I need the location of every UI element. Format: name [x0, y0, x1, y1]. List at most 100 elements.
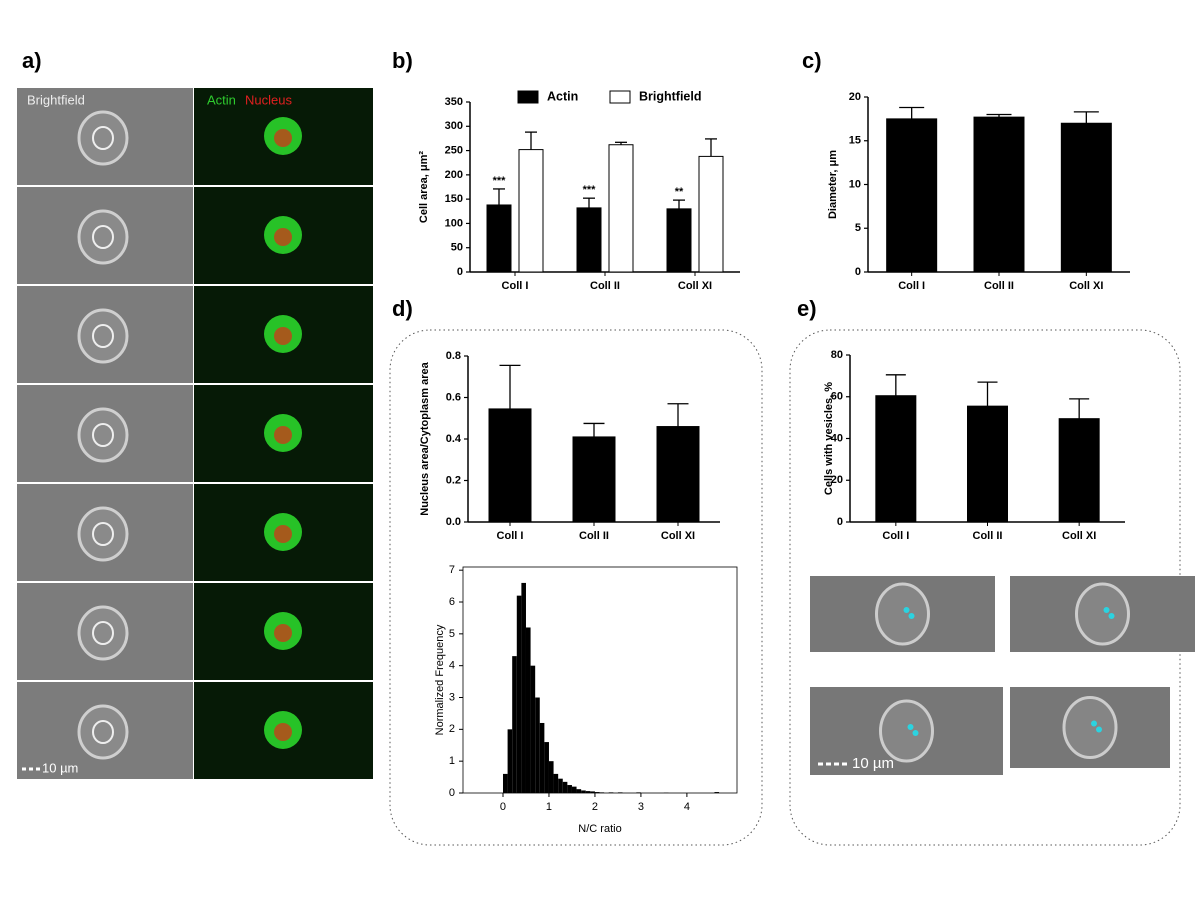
- y-tick-label: 0: [449, 787, 455, 799]
- scale-label: 10 µm: [42, 760, 78, 775]
- y-tick-label: 20: [831, 474, 843, 486]
- histogram-bar: [548, 761, 554, 793]
- cell: [875, 582, 930, 646]
- significance: ***: [493, 175, 507, 187]
- y-tick-label: 0.8: [446, 350, 461, 362]
- x-tick-label: Coll I: [497, 530, 524, 542]
- x-tick-label: Coll I: [898, 280, 925, 292]
- y-tick-label: 200: [445, 169, 463, 181]
- y-axis-label: Normalized Frequency: [434, 624, 446, 735]
- vesicle: [1103, 607, 1110, 613]
- y-tick-label: 40: [831, 432, 843, 444]
- cell-core: [92, 126, 114, 150]
- channel-label: Nucleus: [245, 92, 292, 107]
- legend-swatch: [609, 90, 631, 104]
- histogram-bar: [617, 792, 623, 793]
- nucleus: [274, 228, 292, 246]
- bar: [488, 408, 532, 523]
- cell: [77, 407, 129, 463]
- nucleus: [274, 525, 292, 543]
- legend-label: Brightfield: [639, 89, 702, 103]
- y-tick-label: 3: [449, 691, 455, 703]
- bar: [608, 144, 634, 273]
- y-tick-label: 15: [849, 135, 861, 147]
- y-tick-label: 0: [855, 266, 861, 278]
- x-tick-label: Coll XI: [678, 280, 712, 292]
- cell: [1075, 582, 1130, 646]
- x-tick-label: 2: [592, 801, 598, 813]
- y-tick-label: 5: [449, 628, 455, 640]
- x-tick-label: 0: [500, 801, 506, 813]
- cell: [1062, 696, 1118, 759]
- y-axis-label: Cells with vesicles, %: [823, 382, 835, 495]
- panel-label: d): [392, 296, 413, 321]
- x-tick-label: Coll XI: [1062, 530, 1096, 542]
- histogram-bar: [535, 697, 540, 793]
- histogram-bar: [581, 790, 586, 793]
- y-tick-label: 20: [849, 91, 861, 103]
- legend-swatch: [517, 90, 539, 104]
- histogram-bar: [608, 792, 614, 793]
- cell: [77, 704, 129, 760]
- cell: [77, 605, 129, 661]
- panel-label: a): [22, 48, 42, 73]
- histogram-bar: [585, 791, 591, 793]
- significance: ***: [583, 184, 597, 196]
- y-tick-label: 80: [831, 349, 843, 361]
- cell-core: [92, 522, 114, 546]
- cell-core: [92, 324, 114, 348]
- y-tick-label: 350: [445, 96, 463, 108]
- nucleus: [274, 129, 292, 147]
- y-tick-label: 300: [445, 120, 463, 132]
- y-tick-label: 250: [445, 144, 463, 156]
- y-tick-label: 0.4: [446, 433, 462, 445]
- y-tick-label: 0.2: [446, 474, 461, 486]
- y-tick-label: 100: [445, 217, 463, 229]
- nucleus: [274, 723, 292, 741]
- y-tick-label: 6: [449, 596, 455, 608]
- cell: [77, 506, 129, 562]
- bar: [1058, 418, 1100, 523]
- vesicle: [1108, 613, 1115, 619]
- bar: [518, 149, 544, 273]
- bar: [886, 118, 938, 273]
- y-tick-label: 7: [449, 564, 455, 576]
- y-tick-label: 150: [445, 193, 463, 205]
- histogram-bar: [571, 786, 577, 793]
- y-tick-label: 1: [449, 755, 455, 767]
- vesicle: [1091, 720, 1097, 727]
- y-tick-label: 50: [451, 242, 463, 254]
- histogram-bar: [530, 665, 536, 793]
- histogram-bar: [544, 742, 549, 793]
- bar: [875, 395, 917, 523]
- histogram-bar: [553, 773, 559, 793]
- x-tick-label: Coll II: [579, 530, 609, 542]
- histogram-bar: [636, 792, 641, 793]
- nucleus: [274, 624, 292, 642]
- x-tick-label: Coll I: [882, 530, 909, 542]
- micrographs: [17, 88, 1195, 779]
- bar: [576, 207, 602, 273]
- y-tick-label: 0.6: [446, 391, 461, 403]
- bar: [967, 405, 1008, 523]
- x-tick-label: Coll XI: [1069, 280, 1103, 292]
- histogram-bar: [590, 791, 595, 793]
- x-tick-label: Coll II: [590, 280, 620, 292]
- vesicle: [1096, 726, 1102, 733]
- histogram-bar: [507, 729, 513, 793]
- y-tick-label: 10: [849, 178, 861, 190]
- x-tick-label: Coll I: [502, 280, 529, 292]
- x-tick-label: Coll XI: [661, 530, 695, 542]
- vesicle: [912, 730, 919, 736]
- histogram-bar: [599, 792, 605, 793]
- nucleus: [274, 327, 292, 345]
- nucleus: [274, 426, 292, 444]
- histogram-bar: [562, 781, 568, 793]
- vesicle: [908, 613, 915, 619]
- histogram-bar: [525, 627, 531, 793]
- bar: [656, 426, 700, 523]
- histogram-bar: [521, 582, 526, 793]
- y-tick-label: 0: [457, 266, 463, 278]
- cell-core: [92, 621, 114, 645]
